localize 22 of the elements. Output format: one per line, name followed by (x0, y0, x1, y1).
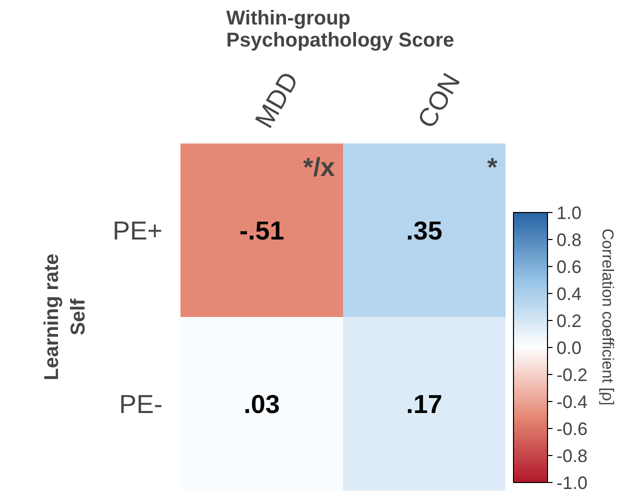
color-bar-label: -0.6 (556, 419, 588, 439)
y-tick-label: PE- (119, 388, 162, 419)
y-axis-title: Learning rate Self (41, 254, 90, 380)
data-label: .03 (244, 388, 280, 419)
data-label: -.51 (239, 215, 284, 246)
data-label: .35 (406, 215, 442, 246)
chart-title: Within-group Psychopathology Score (226, 8, 454, 52)
color-bar-label: -0.2 (556, 365, 588, 385)
color-bar-label: 1.0 (556, 203, 582, 223)
color-bar-label: -1.0 (556, 473, 588, 493)
data-label: .17 (406, 388, 442, 419)
color-bar-label: 0.4 (556, 284, 582, 304)
color-bar-label: 0.8 (556, 230, 582, 250)
y-tick-label: PE+ (112, 215, 163, 246)
color-bar-label: -0.4 (556, 392, 588, 412)
color-bar-label: 0.0 (556, 338, 582, 358)
color-bar-title: Correlation coefficient [ρ] (598, 228, 616, 406)
text: */x (303, 152, 336, 182)
color-bar-label: 0.6 (556, 257, 582, 277)
color-bar-label: -0.8 (556, 446, 588, 466)
color-bar-label: 0.2 (556, 311, 582, 331)
text: * (487, 152, 498, 182)
